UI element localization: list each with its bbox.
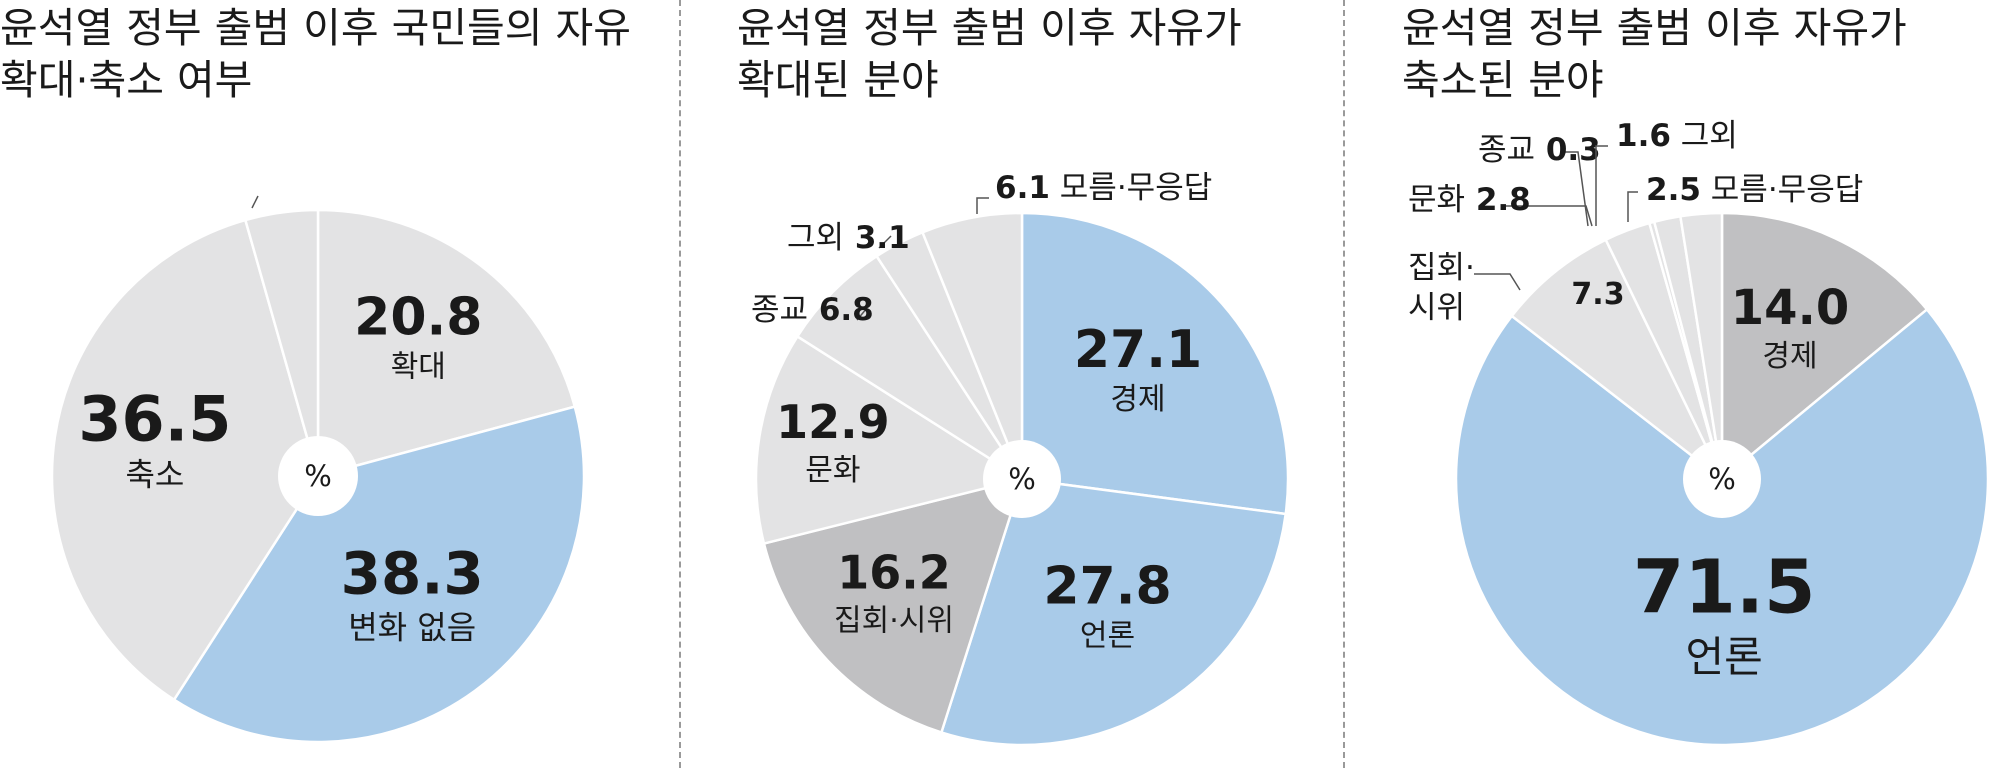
slice-outside-label-6: 6.1 모름·무응답 <box>995 170 1212 206</box>
pie-slice-2 <box>50 218 320 702</box>
chart-title: 윤석열 정부 출범 이후 국민들의 자유 확대·축소 여부 <box>0 2 631 106</box>
pie-slice-0 <box>1020 211 1290 516</box>
slice-value-2: 7.3 <box>1571 277 1624 312</box>
slice-value-0: 27.1 <box>1074 320 1202 380</box>
pie-slice-2 <box>1510 238 1724 480</box>
slice-category-3: 문화 <box>805 453 860 488</box>
slice-outside-label-4: 종교 0.3 <box>1478 132 1601 168</box>
unit-label: % <box>304 459 332 493</box>
panel-expanded-areas: 윤석열 정부 출범 이후 자유가 확대된 분야 27.1 경제 27.8 언론 16.2… <box>737 0 1337 768</box>
slice-value-3: 12.9 <box>776 395 890 449</box>
panel-divider <box>1343 0 1345 768</box>
chart-title-line-2: 확대·축소 여부 <box>0 56 253 104</box>
leader-line-5 <box>878 235 892 249</box>
slice-value-1: 27.8 <box>1043 556 1171 616</box>
slice-label-2: 16.2 집회·시위 <box>834 546 954 639</box>
pie-center-hole <box>983 440 1061 518</box>
pie-slice-2 <box>762 477 1024 735</box>
slice-value-0: 20.8 <box>354 288 482 348</box>
leader-line-4 <box>1562 151 1589 227</box>
leader-line-2 <box>1474 273 1521 291</box>
slice-category-1: 언론 <box>1686 632 1763 681</box>
chart-title-line-2: 축소된 분야 <box>1402 56 1604 104</box>
leader-line-0 <box>251 195 259 209</box>
pie-slice-1 <box>1454 307 1990 747</box>
chart-title: 윤석열 정부 출범 이후 자유가 확대된 분야 <box>737 2 1242 106</box>
leader-line-4 <box>856 307 868 321</box>
panel-freedom-change: 윤석열 정부 출범 이후 국민들의 자유 확대·축소 여부 20.8 확대 38.3… <box>0 0 680 768</box>
slice-label-1: 27.8언론 <box>1043 556 1171 653</box>
pie-slice-1 <box>939 477 1288 747</box>
leader-line-6 <box>1627 191 1638 222</box>
slice-outside-label-3: 문화 2.8 <box>1408 182 1531 218</box>
pie-chart-expanded-areas: 27.1경제 27.8언론 16.2 집회·시위 12.9 문화 종교 6.8 그외 3.1 6… <box>751 170 1290 747</box>
slice-category-2: 축소 <box>125 455 184 493</box>
chart-title: 윤석열 정부 출범 이후 자유가 축소된 분야 <box>1402 2 1907 106</box>
slice-label-0: 14.0경제 <box>1731 280 1849 374</box>
pie-slice-3 <box>754 334 1026 546</box>
slice-label-2: 36.5축소 <box>78 383 231 494</box>
slice-outside-label-5: 1.6 그외 <box>1616 118 1738 154</box>
pie-slice-3 <box>243 208 320 477</box>
chart-title-line-1: 윤석열 정부 출범 이후 국민들의 자유 <box>0 4 631 52</box>
chart-title-line-1: 윤석열 정부 출범 이후 자유가 <box>1402 4 1907 52</box>
slice-outside-label-4: 종교 6.8 <box>751 292 874 328</box>
chart-title-line-1: 윤석열 정부 출범 이후 자유가 <box>737 4 1242 52</box>
slice-label-2: 7.3 <box>1571 277 1624 312</box>
pie-slice-6 <box>920 211 1024 480</box>
leader-line-5 <box>1595 145 1608 226</box>
panel-reduced-areas: 윤석열 정부 출범 이후 자유가 축소된 분야 14.0 경제 71.5 언론 7.3 집… <box>1402 0 1992 768</box>
slice-category-2: 집회·시위 <box>834 604 954 639</box>
slice-value-2: 36.5 <box>78 383 231 456</box>
pie-slice-4 <box>795 254 1024 481</box>
slice-category-0: 경제 <box>1762 339 1817 374</box>
pie-center-hole <box>278 436 358 516</box>
leader-line-6 <box>976 197 989 214</box>
pie-slice-0 <box>316 208 577 478</box>
pie-slice-1 <box>172 405 586 744</box>
slice-value-2: 16.2 <box>837 546 951 600</box>
slice-label-0: 27.1경제 <box>1074 320 1202 417</box>
panel-divider <box>679 0 681 768</box>
pie-center-hole <box>1683 440 1761 518</box>
slice-category-1: 언론 <box>1080 618 1135 653</box>
slice-outside-label-2: 집회· 시위 <box>1408 250 1475 326</box>
slice-outside-label-6: 2.5 모름·무응답 <box>1646 172 1863 208</box>
slice-category-0: 확대 <box>391 350 446 385</box>
pie-chart-freedom-change: 20.8확대 38.3변화 없음 36.5축소% <box>50 195 586 744</box>
chart-title-line-2: 확대된 분야 <box>737 56 939 104</box>
pie-chart-reduced-areas: 14.0경제 71.5언론 7.3 집회· 시위 문화 2.8 종교 0.3 1.6 그외 2.… <box>1408 118 1990 747</box>
slice-label-3: 12.9 문화 <box>776 395 890 488</box>
pie-slice-0 <box>1720 211 1929 482</box>
slice-outside-label-5: 그외 3.1 <box>787 220 910 256</box>
pie-slice-6 <box>1678 211 1724 480</box>
slice-category-1: 변화 없음 <box>348 608 476 646</box>
slice-label-1: 71.5언론 <box>1633 545 1816 682</box>
slice-label-1: 38.3변화 없음 <box>341 540 484 647</box>
slice-value-1: 38.3 <box>341 540 484 608</box>
slice-value-0: 14.0 <box>1731 280 1849 336</box>
unit-label: % <box>1008 462 1036 496</box>
slice-value-1: 71.5 <box>1633 545 1816 631</box>
slice-label-0: 20.8확대 <box>354 288 482 385</box>
slice-category-0: 경제 <box>1110 382 1165 417</box>
unit-label: % <box>1708 462 1736 496</box>
